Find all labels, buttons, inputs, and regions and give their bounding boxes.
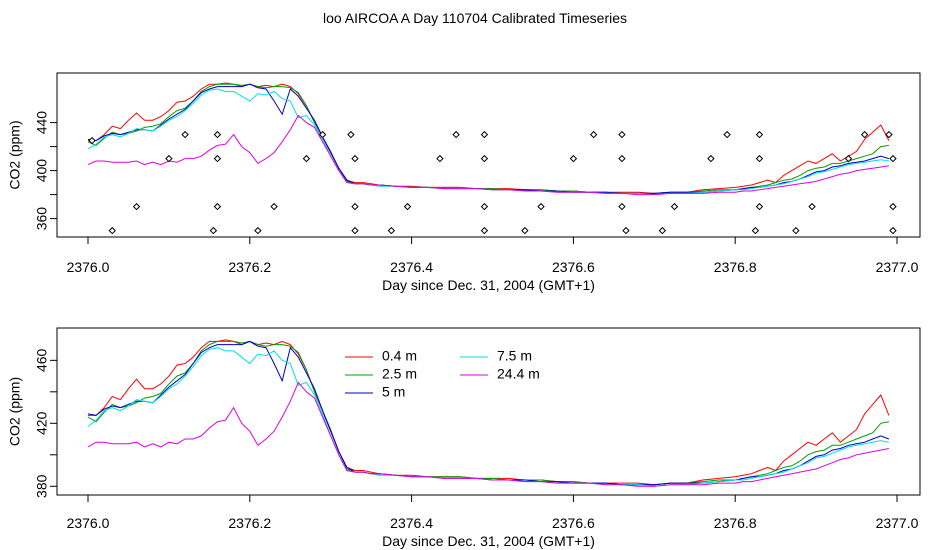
data-marker [889, 202, 897, 211]
data-marker [569, 154, 578, 163]
y-tick-label: 360 [34, 207, 50, 231]
x-tick-label: 2376.0 [67, 259, 110, 275]
x-tick-label: 2377.0 [876, 515, 919, 531]
x-tick-label: 2376.0 [67, 515, 110, 531]
y-tick-label: 460 [34, 348, 50, 372]
data-marker [480, 202, 489, 211]
data-marker [889, 226, 897, 235]
series-line-7-5-m [87, 347, 889, 487]
data-marker [213, 130, 222, 139]
legend-label: 24.4 m [497, 366, 540, 382]
legend-label: 0.4 m [382, 348, 417, 364]
x-axis-label: Day since Dec. 31, 2004 (GMT+1) [382, 533, 595, 549]
legend-label: 7.5 m [497, 348, 532, 364]
data-marker [351, 226, 359, 235]
x-tick-label: 2376.6 [552, 259, 595, 275]
data-marker [755, 130, 764, 139]
data-marker [723, 130, 731, 139]
data-marker [347, 130, 355, 139]
data-marker [270, 202, 278, 211]
data-marker [618, 154, 626, 163]
data-marker [452, 130, 460, 139]
data-marker [254, 226, 262, 235]
data-marker [751, 226, 760, 235]
data-marker [755, 202, 764, 211]
series-line-24-4-m [87, 381, 889, 487]
data-marker [213, 154, 222, 163]
top-panel: 2376.0 2376.2 2376.4 2376.6 2376.8 2377.0 Day … [7, 72, 921, 293]
data-marker [165, 154, 173, 163]
x-axis-label: Day since Dec. 31, 2004 (GMT+1) [382, 277, 595, 293]
x-tick-label: 2376.4 [390, 259, 433, 275]
data-marker [480, 226, 489, 235]
series-line-5-m [87, 340, 890, 486]
data-marker [302, 154, 311, 163]
data-marker [88, 136, 96, 145]
data-marker [755, 154, 764, 163]
x-tick-label: 2376.6 [552, 515, 595, 531]
data-marker [889, 154, 897, 163]
data-marker [618, 202, 626, 211]
plot-frame [56, 72, 921, 238]
data-marker [403, 202, 412, 211]
x-tick-label: 2376.2 [228, 259, 271, 275]
data-marker [480, 154, 489, 163]
data-marker [108, 226, 116, 235]
data-marker [537, 202, 545, 211]
data-marker [658, 226, 667, 235]
data-marker [618, 130, 626, 139]
series-line-2-5-m [87, 83, 889, 194]
data-marker [480, 130, 489, 139]
data-marker [860, 130, 869, 139]
data-marker [622, 226, 630, 235]
data-marker [209, 226, 218, 235]
data-marker [387, 226, 396, 235]
y-tick-label: 420 [34, 411, 50, 435]
y-axis-label: CO2 (ppm) [7, 120, 23, 189]
data-marker [132, 202, 141, 211]
data-marker [589, 130, 598, 139]
data-marker [670, 202, 679, 211]
legend-label: 5 m [382, 384, 405, 400]
y-tick-label: 440 [34, 111, 50, 135]
data-marker [351, 202, 359, 211]
x-tick-label: 2376.2 [228, 515, 271, 531]
data-marker [521, 226, 529, 235]
x-tick-label: 2376.8 [714, 259, 757, 275]
series-line-5-m [87, 83, 890, 194]
series-line-2-5-m [87, 340, 889, 486]
data-marker [792, 226, 800, 235]
data-marker [707, 154, 715, 163]
data-marker [885, 130, 893, 139]
series-line-24-4-m [87, 114, 889, 196]
series-line-7-5-m [87, 88, 889, 196]
x-tick-label: 2377.0 [876, 259, 919, 275]
x-tick-label: 2376.4 [390, 515, 433, 531]
data-marker [436, 154, 444, 163]
legend-label: 2.5 m [382, 366, 417, 382]
bottom-panel: 2376.0 2376.2 2376.4 2376.6 2376.8 2377.0 Day … [7, 327, 921, 549]
series-line-0-4-m [88, 82, 890, 194]
data-marker [844, 154, 853, 163]
data-marker [808, 202, 816, 211]
data-marker [351, 154, 359, 163]
plot-frame [56, 327, 921, 496]
data-marker [181, 130, 189, 139]
x-tick-label: 2376.8 [714, 515, 757, 531]
y-tick-label: 400 [34, 159, 50, 183]
series-line-0-4-m [88, 339, 890, 486]
data-marker [213, 202, 222, 211]
y-tick-label: 380 [34, 474, 50, 498]
y-axis-label: CO2 (ppm) [7, 377, 23, 446]
data-marker [318, 130, 327, 139]
chart-title: loo AIRCOA A Day 110704 Calibrated Times… [322, 10, 627, 26]
